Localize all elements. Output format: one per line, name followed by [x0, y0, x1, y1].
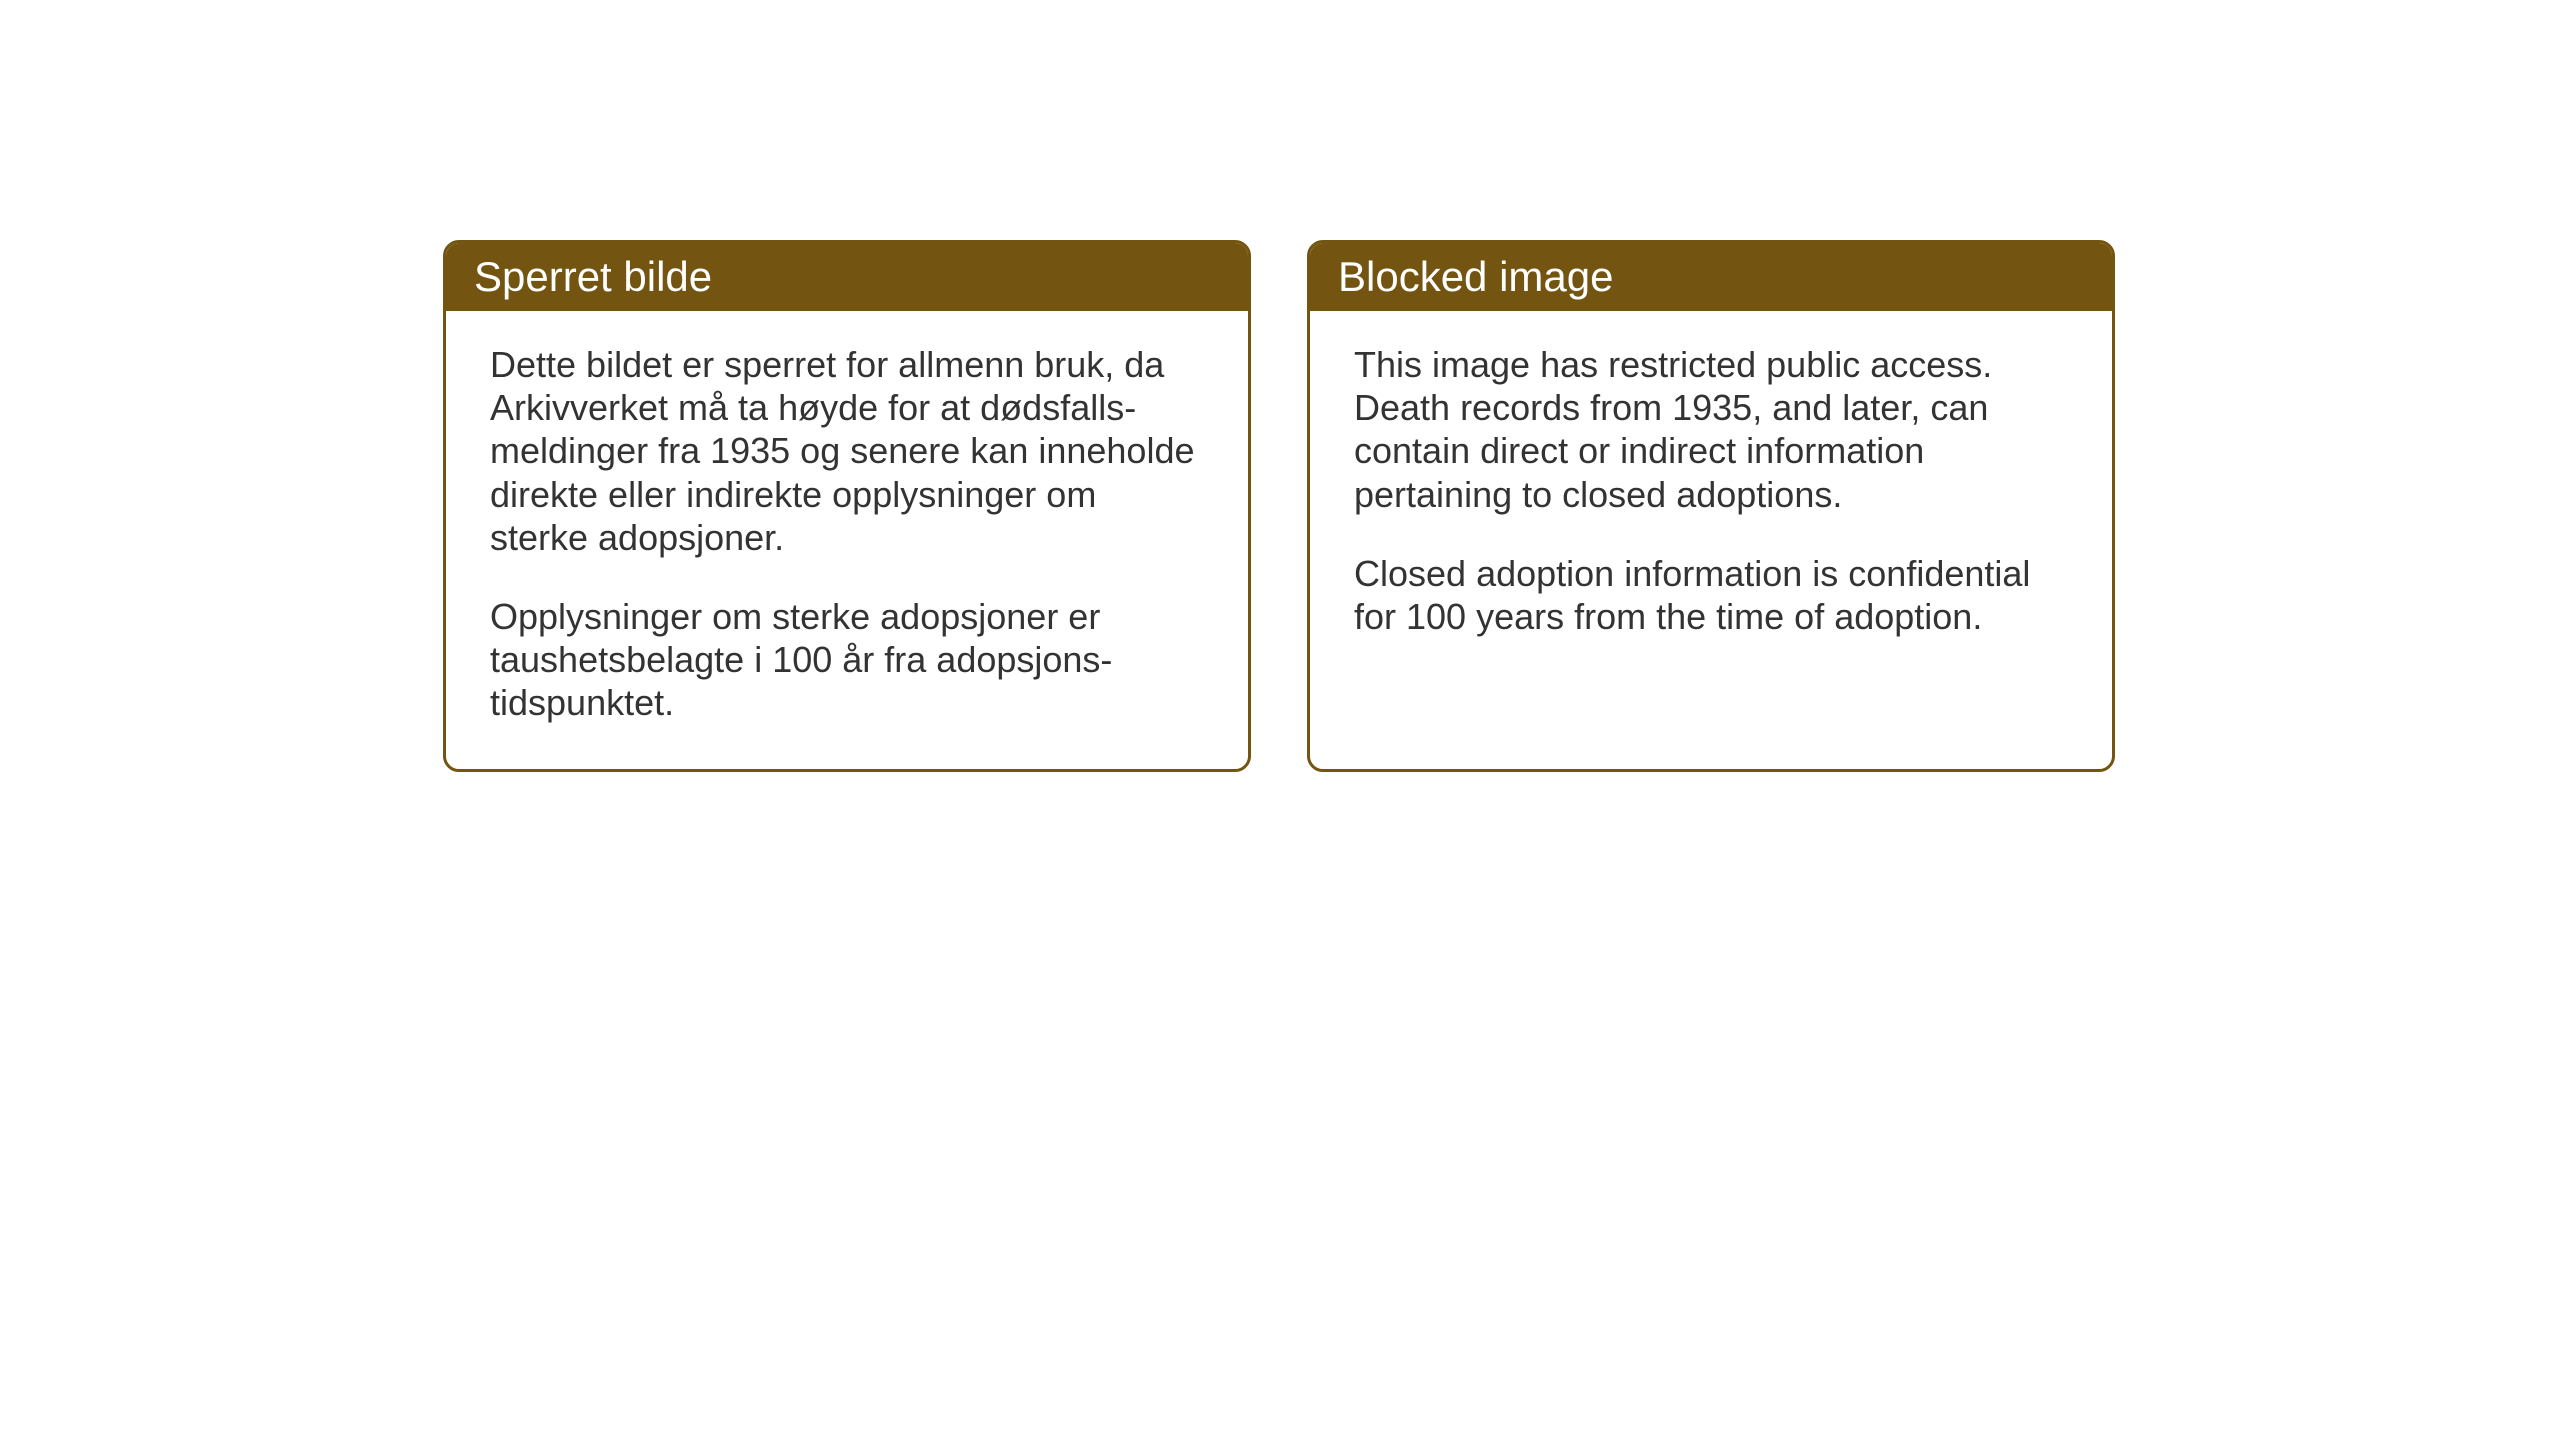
norwegian-card-header: Sperret bilde — [446, 243, 1248, 311]
english-card-body: This image has restricted public access.… — [1310, 311, 2112, 682]
norwegian-card-title: Sperret bilde — [474, 253, 712, 300]
english-card-header: Blocked image — [1310, 243, 2112, 311]
norwegian-paragraph-1: Dette bildet er sperret for allmenn bruk… — [490, 343, 1204, 559]
norwegian-paragraph-2: Opplysninger om sterke adopsjoner er tau… — [490, 595, 1204, 725]
english-paragraph-1: This image has restricted public access.… — [1354, 343, 2068, 516]
english-card-title: Blocked image — [1338, 253, 1613, 300]
norwegian-card-body: Dette bildet er sperret for allmenn bruk… — [446, 311, 1248, 769]
norwegian-notice-card: Sperret bilde Dette bildet er sperret fo… — [443, 240, 1251, 772]
english-paragraph-2: Closed adoption information is confident… — [1354, 552, 2068, 638]
english-notice-card: Blocked image This image has restricted … — [1307, 240, 2115, 772]
notice-container: Sperret bilde Dette bildet er sperret fo… — [443, 240, 2115, 772]
